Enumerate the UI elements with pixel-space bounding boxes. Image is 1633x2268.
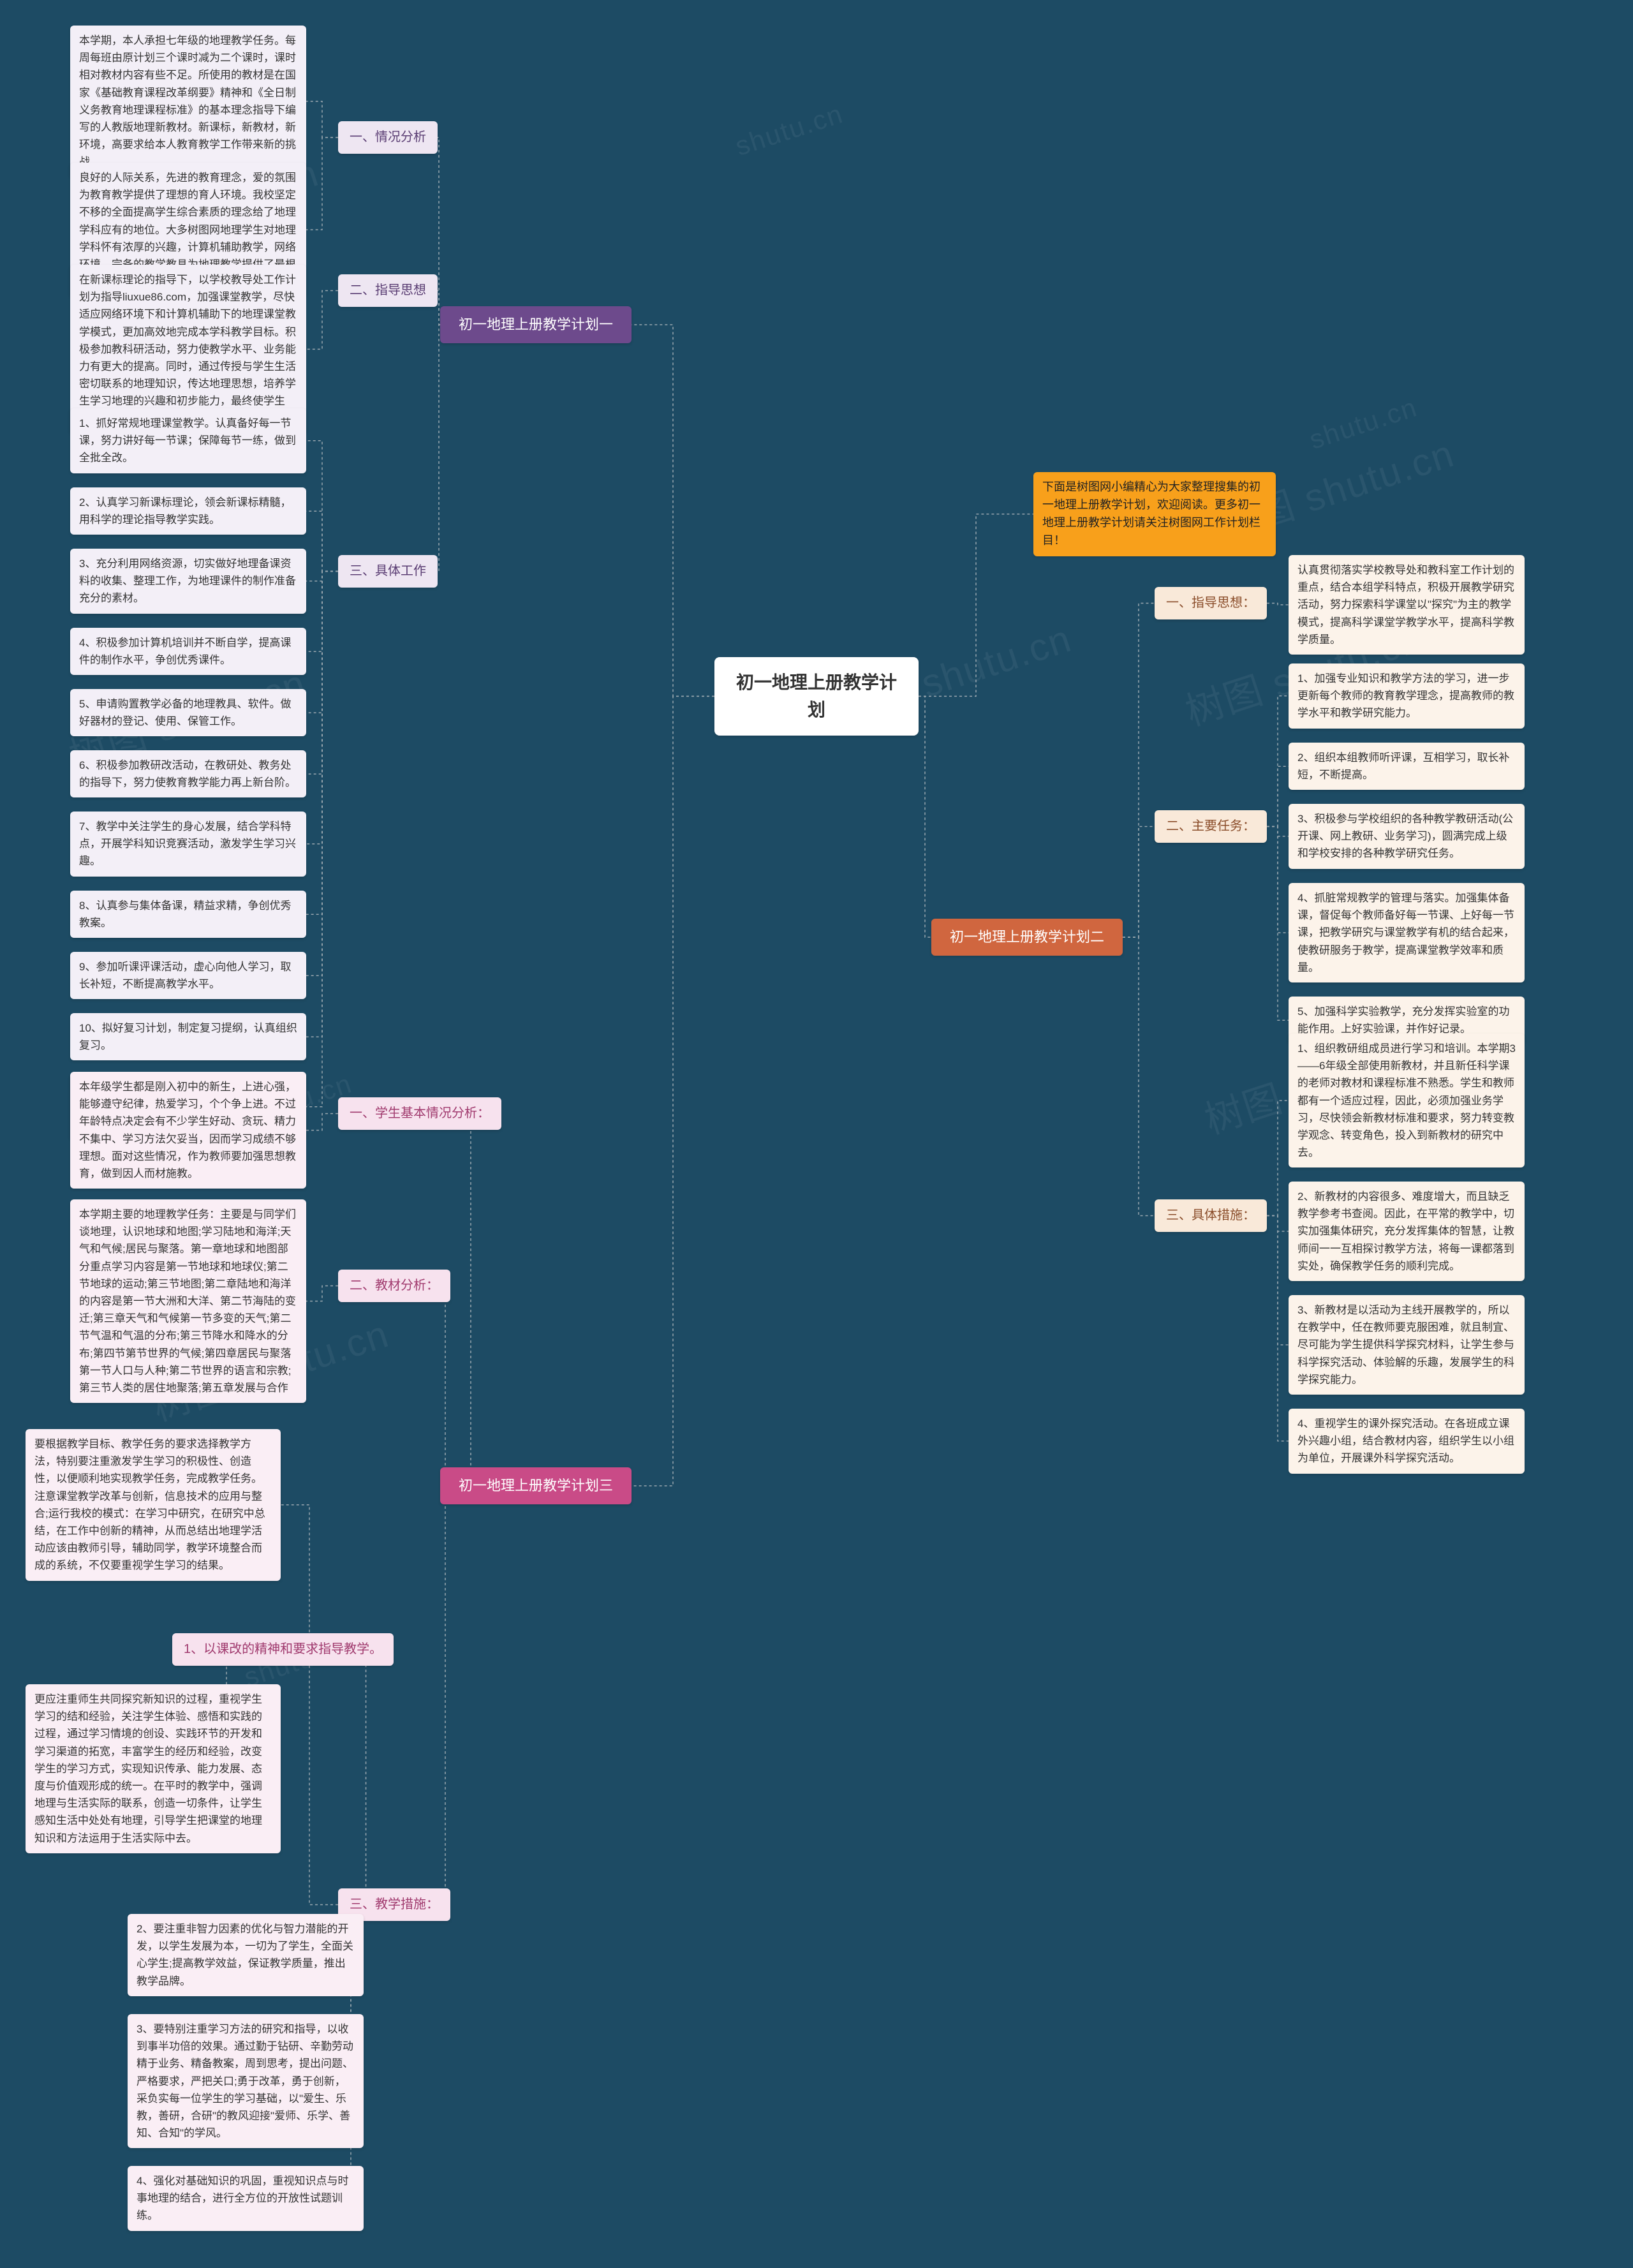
plan1-leaf: 2、认真学习新课标理论，领会新课标精髓，用科学的理论指导教学实践。 bbox=[70, 487, 306, 535]
plan3-s3-leaf0-text: 更应注重师生共同探究新知识的过程，重视学生学习的结和经验，关注学生体验、感悟和实… bbox=[26, 1684, 281, 1853]
plan3-leaf: 本学期主要的地理教学任务：主要是与同学们谈地理，认识地球和地图;学习陆地和海洋;… bbox=[70, 1199, 306, 1403]
plan1-leaf: 3、充分利用网络资源，切实做好地理备课资料的收集、整理工作，为地理课件的制作准备… bbox=[70, 549, 306, 614]
plan1-sub1: 一、情况分析 bbox=[338, 121, 438, 154]
plan2-sub2: 二、主要任务： bbox=[1155, 810, 1267, 843]
plan1-leaf: 1、抓好常规地理课堂教学。认真备好每一节课，努力讲好每一节课；保障每节一练，做到… bbox=[70, 408, 306, 473]
plan2-title: 初一地理上册教学计划二 bbox=[931, 919, 1123, 956]
plan1-leaf: 8、认真参与集体备课，精益求精，争创优秀教案。 bbox=[70, 891, 306, 938]
plan2-sub1: 一、指导思想： bbox=[1155, 587, 1267, 619]
plan2-sub3: 三、具体措施： bbox=[1155, 1199, 1267, 1232]
plan3-leaf: 本年级学生都是刚入初中的新生，上进心强，能够遵守纪律，热爱学习，个个争上进。不过… bbox=[70, 1072, 306, 1189]
plan3-leaf: 2、要注重非智力因素的优化与智力潜能的开发，以学生发展为本，一切为了学生，全面关… bbox=[128, 1914, 364, 1996]
plan1-leaf: 6、积极参加教研改活动，在教研处、教务处的指导下，努力使教育教学能力再上新台阶。 bbox=[70, 750, 306, 797]
watermark: shutu.cn bbox=[1306, 392, 1421, 456]
plan1-leaf: 7、教学中关注学生的身心发展，结合学科特点，开展学科知识竞赛活动，激发学生学习兴… bbox=[70, 812, 306, 877]
root-node: 初一地理上册教学计划 bbox=[714, 657, 919, 736]
plan1-sub2: 二、指导思想 bbox=[338, 274, 438, 307]
plan2-leaf: 3、积极参与学校组织的各种教学教研活动(公开课、网上教研、业务学习)，圆满完成上… bbox=[1289, 804, 1525, 869]
watermark: shutu.cn bbox=[732, 98, 847, 162]
plan1-leaf: 本学期，本人承担七年级的地理教学任务。每周每班由原计划三个课时减为二个课时，课时… bbox=[70, 26, 306, 177]
plan3-s3-leaf0-label: 1、以课改的精神和要求指导教学。 bbox=[172, 1633, 394, 1666]
plan3-leaf: 3、要特别注重学习方法的研究和指导，以收到事半功倍的效果。通过勤于钻研、辛勤劳动… bbox=[128, 2014, 364, 2148]
plan1-leaf: 5、申请购置教学必备的地理教具、软件。做好器材的登记、使用、保管工作。 bbox=[70, 689, 306, 736]
plan2-leaf: 4、抓脏常规教学的管理与落实。加强集体备课，督促每个教师备好每一节课、上好每一节… bbox=[1289, 883, 1525, 982]
plan1-leaf: 4、积极参加计算机培训并不断自学，提高课件的制作水平，争创优秀课件。 bbox=[70, 628, 306, 675]
plan2-leaf: 2、组织本组教师听评课，互相学习，取长补短，不断提高。 bbox=[1289, 743, 1525, 790]
plan1-sub3: 三、具体工作 bbox=[338, 555, 438, 588]
intro-node: 下面是树图网小编精心为大家整理搜集的初一地理上册教学计划，欢迎阅读。更多初一地理… bbox=[1033, 472, 1276, 556]
plan2-leaf: 2、新教材的内容很多、难度增大，而且缺乏教学参考书查阅。因此，在平常的教学中，切… bbox=[1289, 1182, 1525, 1281]
plan1-leaf: 10、拟好复习计划，制定复习提纲，认真组织复习。 bbox=[70, 1013, 306, 1060]
plan3-sub2: 二、教材分析： bbox=[338, 1270, 450, 1302]
plan2-leaf: 4、重视学生的课外探究活动。在各班成立课外兴趣小组，结合教材内容，组织学生以小组… bbox=[1289, 1409, 1525, 1474]
plan3-leaf: 4、强化对基础知识的巩固，重视知识点与时事地理的结合，进行全方位的开放性试题训练… bbox=[128, 2166, 364, 2231]
plan3-pre: 要根据教学目标、教学任务的要求选择教学方法，特别要注重激发学生学习的积极性、创造… bbox=[26, 1429, 281, 1581]
plan3-sub1: 一、学生基本情况分析： bbox=[338, 1097, 501, 1130]
plan2-leaf: 1、加强专业知识和教学方法的学习，进一步更新每个教师的教育教学理念，提高教师的教… bbox=[1289, 663, 1525, 729]
plan2-leaf: 3、新教材是以活动为主线开展教学的，所以在教学中，任在教师要克服困难，就且制宜、… bbox=[1289, 1295, 1525, 1395]
plan2-leaf: 认真贯彻落实学校教导处和教科室工作计划的重点，结合本组学科特点，积极开展教学研究… bbox=[1289, 555, 1525, 655]
plan2-leaf: 1、组织教研组成员进行学习和培训。本学期3——6年级全部使用新教材，并且新任科学… bbox=[1289, 1034, 1525, 1167]
plan1-leaf: 9、参加听课评课活动，虚心向他人学习，取长补短，不断提高教学水平。 bbox=[70, 952, 306, 999]
plan1-title: 初一地理上册教学计划一 bbox=[440, 306, 632, 343]
plan3-title: 初一地理上册教学计划三 bbox=[440, 1467, 632, 1504]
